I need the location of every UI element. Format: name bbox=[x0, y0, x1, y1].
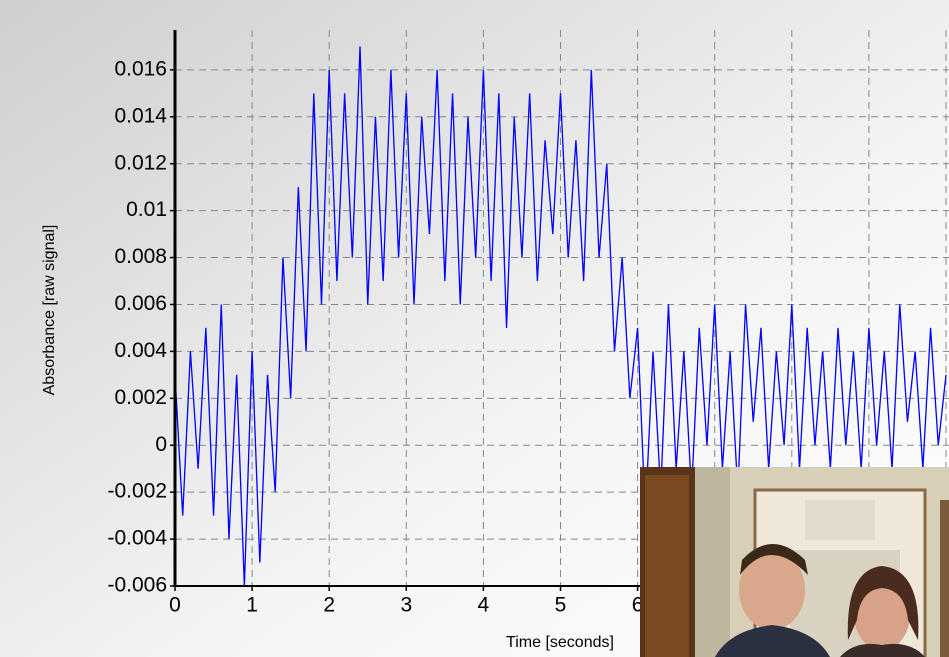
x-axis-label: Time [seconds] bbox=[506, 634, 614, 651]
y-tick-label: 0.01 bbox=[126, 198, 167, 221]
signal-line bbox=[175, 46, 947, 586]
x-tick-label: 1 bbox=[246, 594, 258, 617]
y-tick-label: 0.004 bbox=[114, 339, 167, 362]
y-tick-label: -0.002 bbox=[107, 480, 167, 503]
y-tick-label: -0.004 bbox=[107, 527, 167, 550]
x-tick-label: 4 bbox=[478, 594, 490, 617]
photo bbox=[640, 467, 949, 657]
y-tick-label: -0.006 bbox=[107, 574, 167, 597]
x-tick-label: 5 bbox=[555, 594, 567, 617]
x-tick-label: 6 bbox=[632, 594, 644, 617]
x-tick-label: 0 bbox=[169, 594, 181, 617]
y-axis-label: Absorbance [raw signal] bbox=[41, 225, 58, 396]
y-tick-label: 0.006 bbox=[114, 292, 167, 315]
y-tick-label: 0.016 bbox=[114, 57, 167, 80]
x-tick-label: 2 bbox=[323, 594, 335, 617]
y-tick-label: 0.012 bbox=[114, 151, 167, 174]
y-tick-label: 0.002 bbox=[114, 386, 167, 409]
y-tick-label: 0.008 bbox=[114, 245, 167, 268]
plot-area bbox=[175, 46, 947, 586]
y-tick-label: 0.014 bbox=[114, 104, 167, 127]
y-tick-label: 0 bbox=[155, 433, 167, 456]
x-tick-label: 3 bbox=[400, 594, 412, 617]
